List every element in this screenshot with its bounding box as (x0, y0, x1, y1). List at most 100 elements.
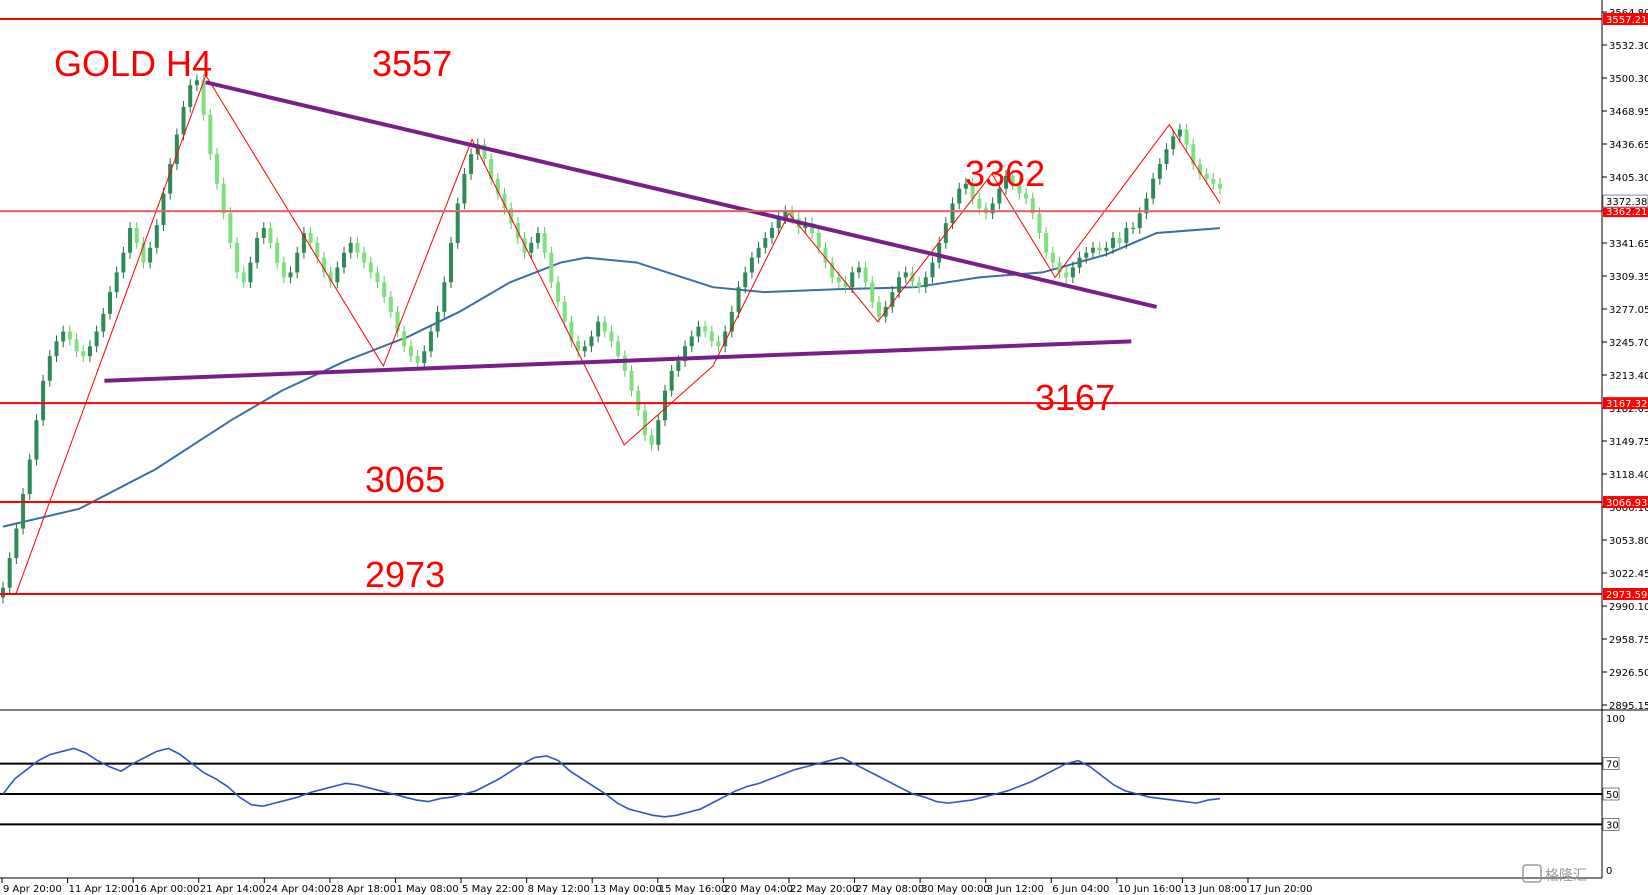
candle-body (1117, 237, 1122, 243)
candle-body (201, 80, 206, 115)
candle-body (375, 272, 380, 283)
time-tick-label: 13 May 00:00 (593, 884, 662, 895)
candle-body (1151, 178, 1156, 199)
candle-body (101, 313, 106, 332)
candle-body (990, 203, 995, 214)
candle-body (321, 257, 326, 273)
level-label: 2973 (365, 554, 445, 595)
time-axis[interactable]: 9 Apr 20:00 11 Apr 12:00 16 Apr 00:00 21 Ap… (1, 878, 1313, 895)
candle-body (1097, 247, 1102, 251)
time-tick-label: 5 May 22:00 (462, 884, 524, 895)
current-price-tag (1602, 194, 1648, 208)
candle-body (589, 336, 594, 347)
candle-body (1010, 175, 1015, 184)
candle-body (67, 331, 72, 340)
candle-body (709, 331, 714, 342)
rsi-tick-label: 70 (1606, 760, 1619, 771)
candle-body (542, 233, 547, 253)
candle-body (870, 282, 875, 302)
candle-body (469, 154, 474, 174)
trendline[interactable] (104, 339, 1132, 383)
candle-body (1030, 198, 1035, 214)
level-price-tag (1603, 397, 1648, 410)
candle-body (562, 301, 567, 322)
candle-body (736, 287, 741, 312)
candle-body (61, 331, 66, 342)
time-tick-label: 30 May 00:00 (921, 884, 990, 895)
candle-body (428, 331, 433, 352)
candle-body (763, 237, 768, 248)
trendline[interactable] (205, 80, 1158, 309)
candle-body (756, 247, 761, 258)
candle-body (1218, 183, 1222, 189)
candle-body (649, 434, 654, 445)
watermark-text: 格隆汇 (1545, 868, 1587, 884)
price-tags: 3557.21 3362.21 3167.32 3066.93 2973.59 3372.… (1602, 13, 1648, 601)
candle-body (950, 203, 955, 224)
candle-body (395, 311, 400, 332)
candle-body (616, 341, 621, 357)
time-tick-label: 1 May 08:00 (396, 884, 458, 895)
candle-body (214, 154, 219, 184)
candle-body (836, 277, 841, 283)
candle-body (315, 242, 320, 258)
level-label: 3065 (365, 459, 445, 500)
time-tick-label: 3 Jun 12:00 (987, 884, 1044, 895)
candle-body (1144, 198, 1149, 214)
candle-body (415, 356, 420, 364)
candle-body (502, 193, 507, 209)
level-price-tag-text: 2973.59 (1606, 590, 1647, 601)
candle-body (703, 326, 708, 332)
candle-body (388, 297, 393, 312)
candle-body (1104, 247, 1109, 251)
candle-body (629, 370, 634, 391)
candle-body (716, 341, 721, 347)
candle-body (422, 351, 427, 364)
candle-body (1050, 252, 1055, 263)
candle-body (41, 380, 46, 421)
level-label: 3557 (372, 43, 452, 84)
candle-body (549, 252, 554, 283)
candle-body (1084, 252, 1089, 258)
time-tick-label: 8 May 12:00 (528, 884, 590, 895)
candle-body (1004, 175, 1009, 189)
time-tick-label: 20 May 04:00 (724, 884, 793, 895)
candle-body (830, 262, 835, 278)
candle-body (970, 183, 975, 199)
candle-body (235, 242, 240, 273)
candle-body (743, 272, 748, 288)
candle-body (54, 341, 59, 357)
candle-body (161, 193, 166, 226)
candle-body (1211, 178, 1216, 184)
candle-body (1204, 173, 1209, 179)
candle-body (1044, 233, 1049, 253)
candle-body (890, 292, 895, 307)
candle-body (154, 225, 159, 248)
level-price-tag-text: 3557.21 (1606, 15, 1647, 26)
candle-body (21, 494, 26, 529)
price-tick-label: 3022.45 (1609, 569, 1648, 580)
candle-body (14, 528, 19, 559)
candle-body (449, 242, 454, 283)
price-axis[interactable]: 3564.803532.303500.303468.953436.653405.… (1602, 8, 1648, 712)
candle-body (295, 252, 300, 273)
candle-body (255, 237, 260, 263)
price-tick-label: 3213.40 (1609, 371, 1648, 382)
time-tick-label: 13 Jun 08:00 (1183, 884, 1247, 895)
candle-body (749, 257, 754, 273)
watermark: 格隆汇 (1522, 864, 1587, 884)
candle-body (1024, 193, 1029, 199)
level-price-tag (1603, 588, 1648, 600)
candle-body (930, 262, 935, 278)
time-tick-label: 17 Jun 20:00 (1249, 884, 1313, 895)
candle-body (636, 390, 641, 411)
candle-body (776, 218, 781, 229)
candle-body (977, 198, 982, 209)
candle-body (342, 252, 347, 268)
candle-body (241, 272, 246, 283)
candle-body (622, 356, 627, 371)
price-tick-label: 2926.50 (1609, 668, 1648, 679)
candle-body (261, 228, 266, 238)
candle-body (489, 159, 494, 179)
candle-body (47, 356, 52, 381)
